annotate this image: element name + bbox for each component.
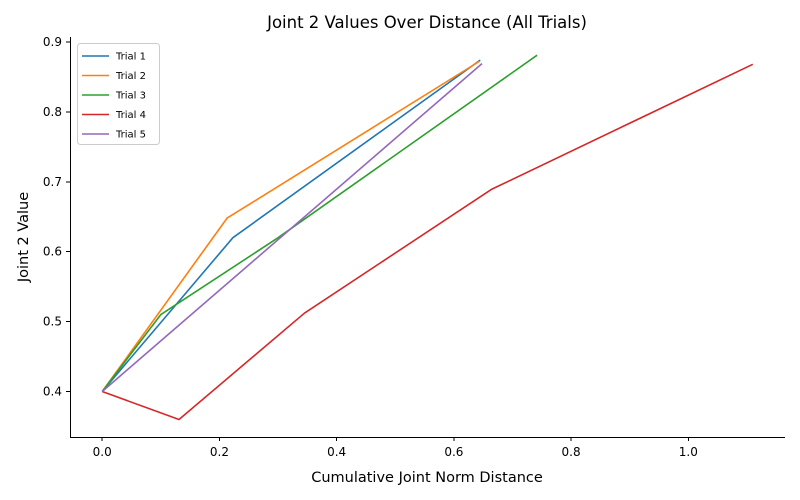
legend: Trial 1 Trial 2 Trial 3 Trial 4 Trial 5 (77, 43, 160, 145)
y-tick-label: 0.7 (43, 175, 62, 189)
series-line-trial-3 (101, 54, 538, 392)
y-tick-label: 0.5 (43, 315, 62, 329)
chart-title: Joint 2 Values Over Distance (All Trials… (266, 13, 587, 32)
y-tick-label: 0.9 (43, 35, 62, 49)
y-tick-label: 0.6 (43, 245, 62, 259)
series-line-trial-4 (101, 63, 754, 421)
y-axis-title: Joint 2 Value (16, 192, 32, 283)
legend-frame (77, 43, 160, 145)
legend-label-trial-4: Trial 4 (115, 110, 146, 121)
series-line-trial-2 (101, 60, 480, 392)
x-tick-label: 0.0 (93, 445, 112, 459)
y-axis-ticks: 0.4 0.5 0.6 0.7 0.8 0.9 (43, 35, 70, 399)
x-tick-label: 1.0 (679, 445, 698, 459)
legend-label-trial-2: Trial 2 (115, 71, 146, 82)
series-layer (101, 54, 754, 421)
legend-label-trial-1: Trial 1 (115, 52, 146, 63)
x-tick-label: 0.2 (210, 445, 229, 459)
legend-label-trial-5: Trial 5 (115, 130, 146, 141)
x-tick-label: 0.4 (327, 445, 346, 459)
y-tick-label: 0.8 (43, 105, 62, 119)
series-line-trial-5 (101, 62, 483, 393)
y-tick-label: 0.4 (43, 385, 62, 399)
x-tick-label: 0.6 (444, 445, 463, 459)
x-tick-label: 0.8 (562, 445, 581, 459)
series-line-trial-1 (101, 59, 481, 393)
x-axis-title: Cumulative Joint Norm Distance (311, 470, 543, 486)
legend-label-trial-3: Trial 3 (115, 91, 146, 102)
x-axis-ticks: 0.0 0.2 0.4 0.6 0.8 1.0 (93, 437, 698, 459)
